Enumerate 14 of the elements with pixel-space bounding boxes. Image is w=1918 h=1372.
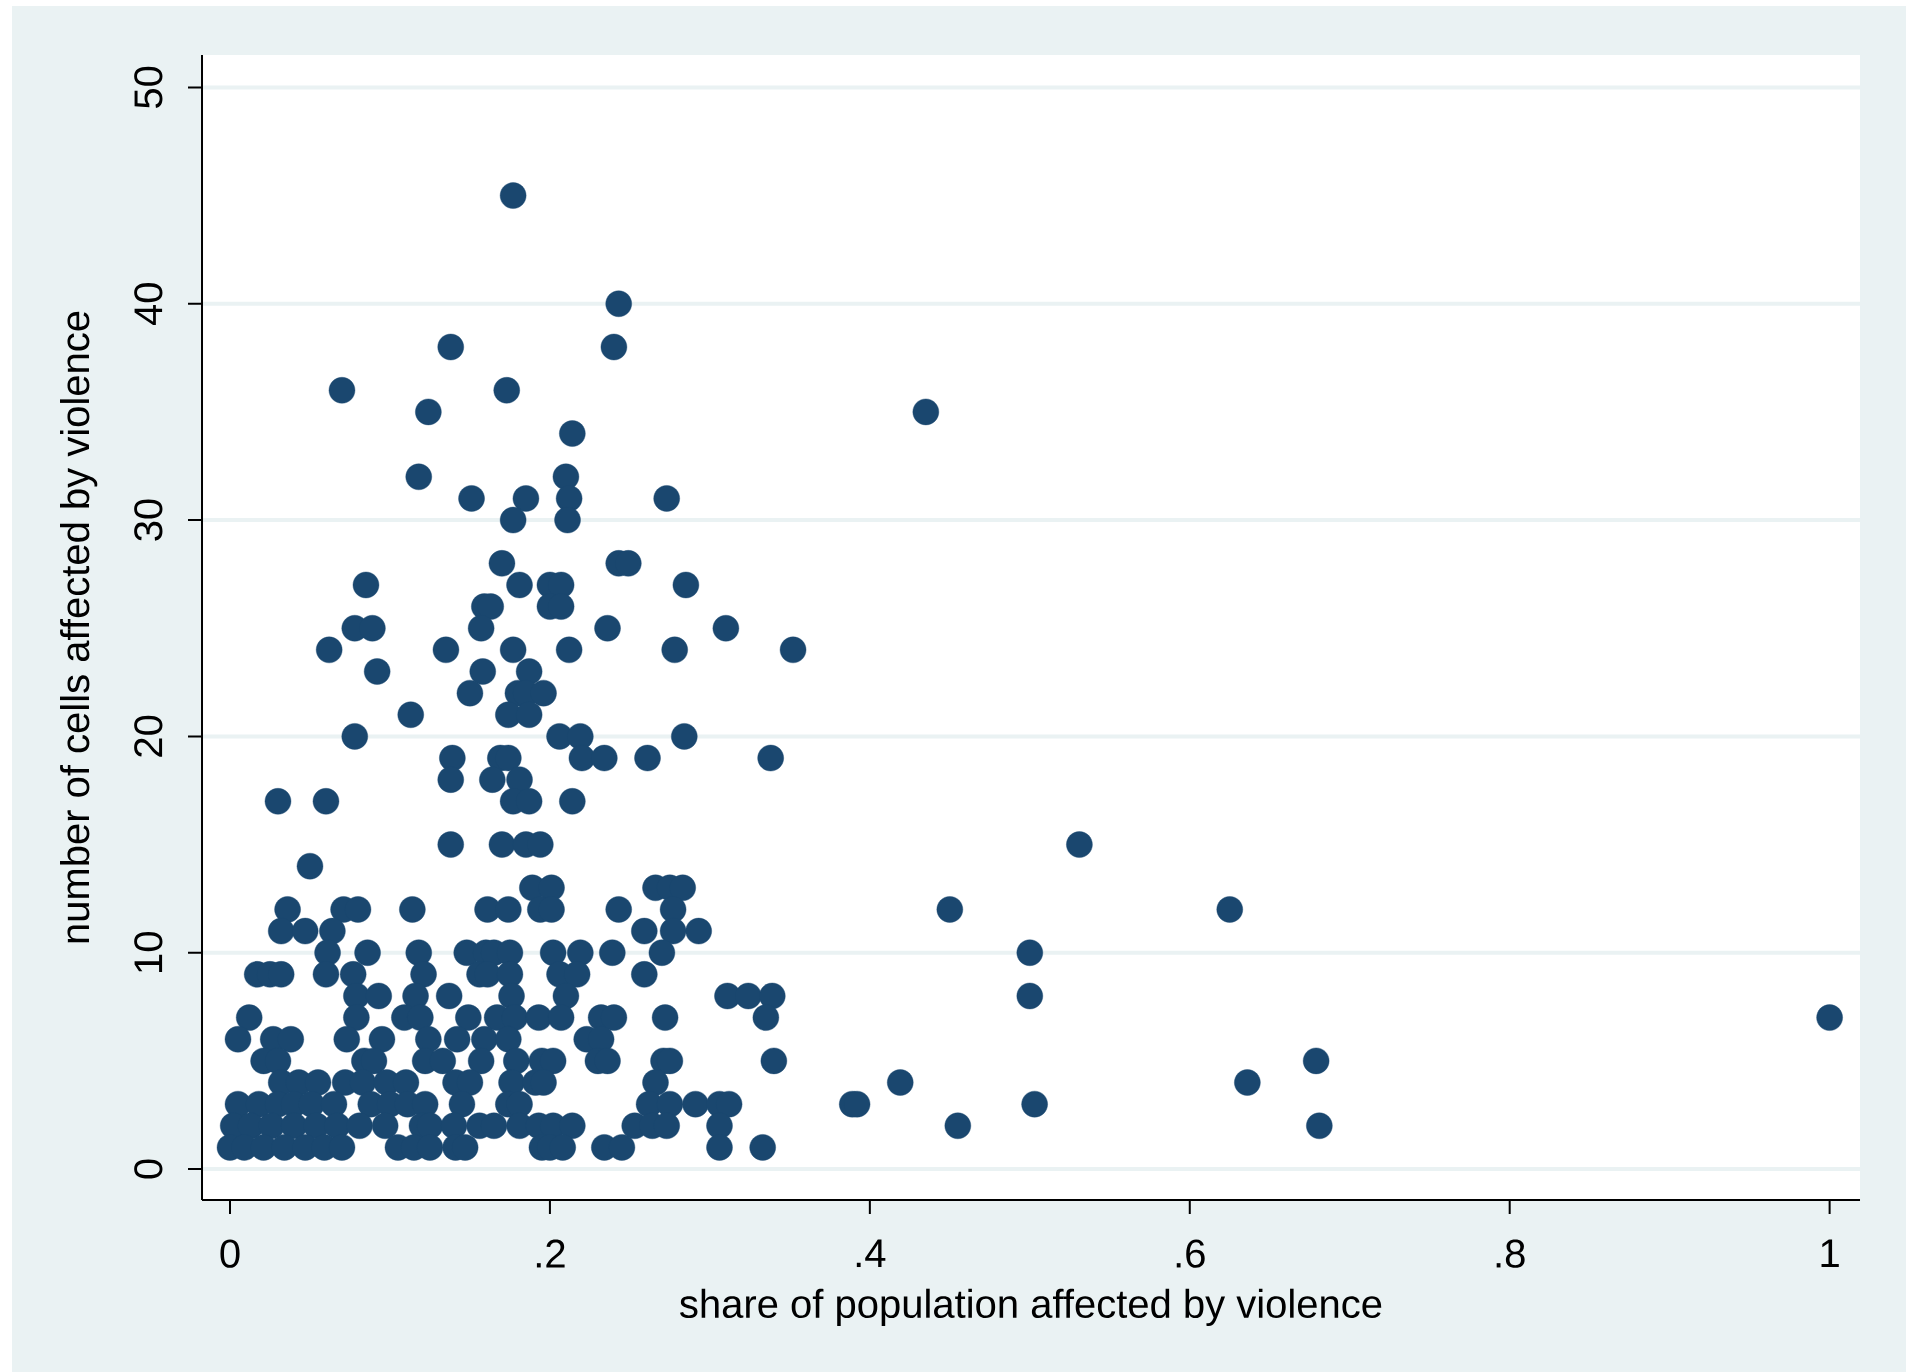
x-tick-label: 0 xyxy=(220,1239,240,1268)
x-tick-label: 1 xyxy=(1821,1239,1839,1268)
x-tick-label: .8 xyxy=(1496,1239,1525,1268)
x-tick-label: .6 xyxy=(1176,1239,1205,1268)
y-tick-label: 0 xyxy=(134,1159,163,1179)
x-axis-title: share of population affected by violence xyxy=(680,1288,1382,1326)
y-tick-label: 40 xyxy=(134,283,163,326)
y-tick-label: 30 xyxy=(134,499,163,541)
x-tick-label: .2 xyxy=(536,1239,565,1268)
y-tick-label: 10 xyxy=(134,932,163,972)
y-axis-title: number of cells affected by violence xyxy=(60,311,98,943)
x-tick-label: .4 xyxy=(856,1239,886,1268)
y-tick-label: 20 xyxy=(134,715,163,757)
y-tick-label: 50 xyxy=(134,66,163,109)
